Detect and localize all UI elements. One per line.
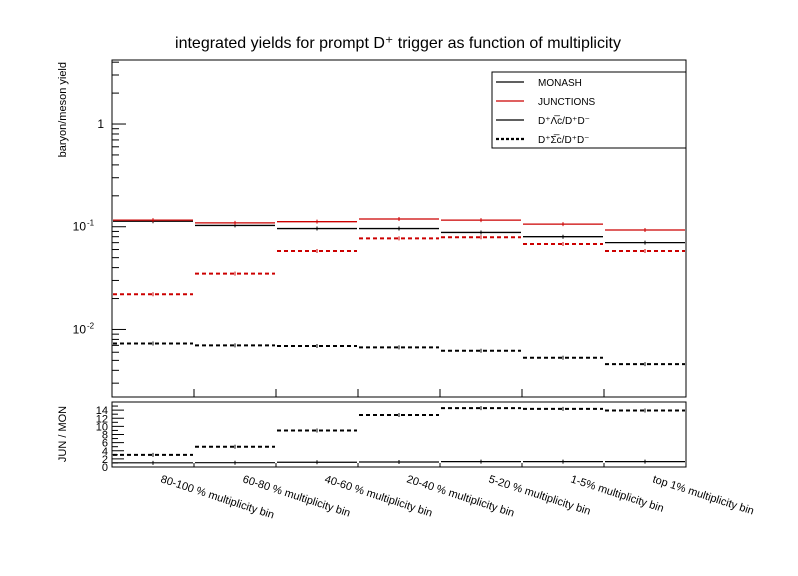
legend: MONASH JUNCTIONS D⁺Λ̅c/D⁺D⁻ D⁺Σ̅c/D⁺D⁻ <box>491 71 687 149</box>
legend-label: D⁺Σ̅c/D⁺D⁻ <box>538 134 589 146</box>
top-x-ticks <box>111 389 687 397</box>
top-y-axis-label: baryon/meson yield <box>57 62 69 157</box>
y-tick-label: 0 <box>102 462 108 474</box>
legend-box <box>491 71 687 149</box>
series-junctions-lambda <box>113 216 685 232</box>
y-tick-label: 2 <box>102 454 108 466</box>
y-tick-label: 14 <box>96 405 108 417</box>
bottom-x-ticks <box>111 463 687 467</box>
ratio-series-sigma <box>113 406 685 457</box>
y-tick-label: 12 <box>96 413 108 425</box>
y-tick-label: 10 <box>96 421 108 433</box>
legend-label: JUNCTIONS <box>538 97 596 108</box>
bottom-plot-frame <box>111 401 687 468</box>
top-y-axis: 110-110-2 <box>73 61 126 384</box>
top-series-layer <box>113 216 685 367</box>
y-tick-label: 4 <box>102 446 108 458</box>
y-tick-label-exponent: -1 <box>87 219 95 228</box>
y-tick-label: 10 <box>73 220 87 234</box>
bottom-y-axis-label: JUN / MON <box>57 406 69 462</box>
top-plot-frame <box>111 59 687 398</box>
legend-label: MONASH <box>538 78 582 89</box>
series-junctions-sigma <box>113 235 685 297</box>
y-tick-label: 8 <box>102 430 108 442</box>
bottom-series-layer <box>113 406 685 465</box>
y-tick-label: 6 <box>102 438 108 450</box>
y-tick-label: 1 <box>97 117 104 131</box>
legend-label: D⁺Λ̅c/D⁺D⁻ <box>538 115 590 127</box>
y-tick-label: 10 <box>73 322 87 336</box>
chart-title: integrated yields for prompt D⁺ trigger … <box>175 35 621 52</box>
series-monash-sigma <box>113 341 685 367</box>
ratio-series-lambda <box>113 459 685 465</box>
y-tick-label-exponent: -2 <box>87 321 95 330</box>
category-label: top 1% multiplicity bin <box>651 473 755 517</box>
top-panel: 110-110-2 baryon/meson yield MONASHJUNCT… <box>57 59 687 398</box>
